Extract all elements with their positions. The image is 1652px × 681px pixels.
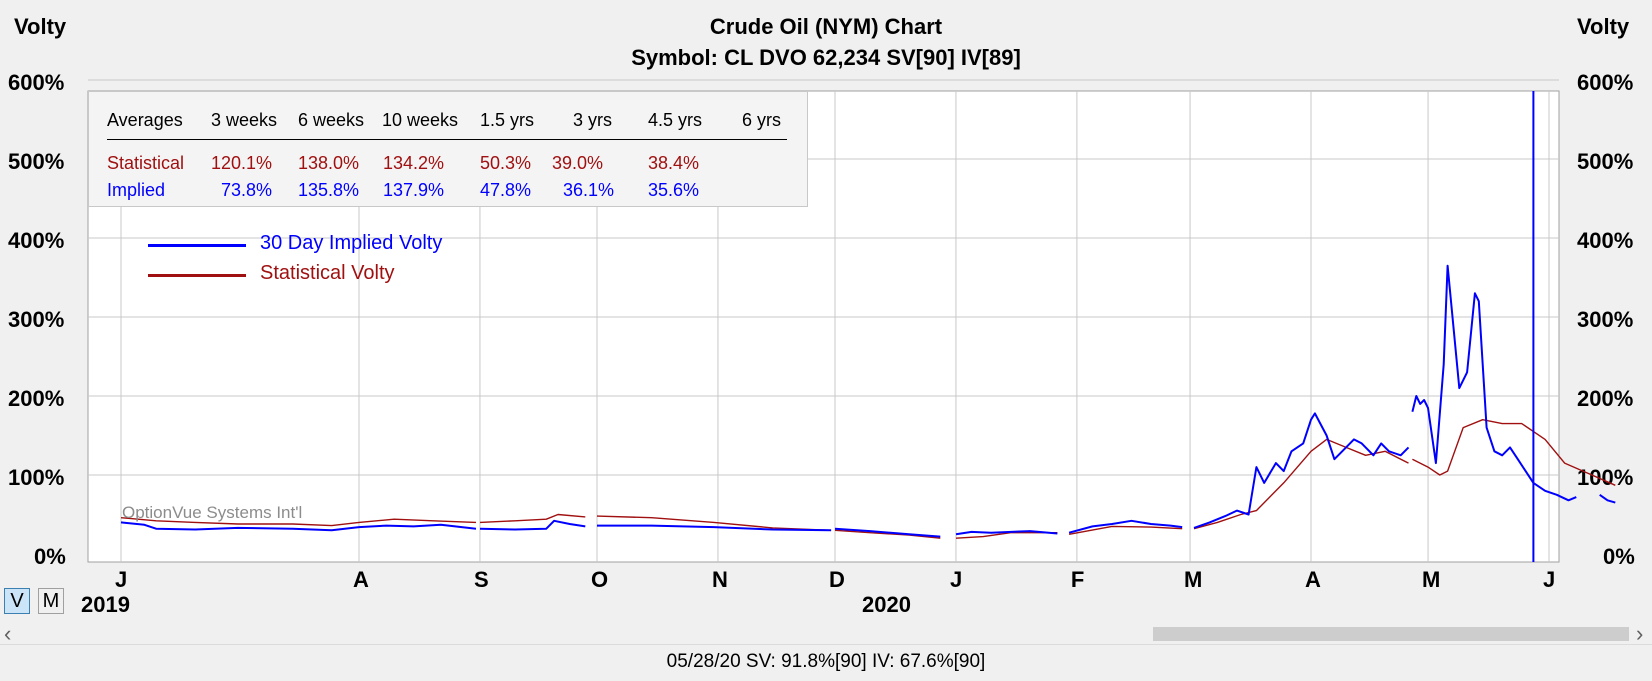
- x-tick-month: M: [1422, 567, 1441, 592]
- averages-header: Averages: [107, 110, 183, 130]
- series-line: [955, 530, 1058, 536]
- averages-header: 4.5 yrs: [648, 110, 703, 130]
- averages-cell: 134.2%: [383, 153, 445, 173]
- averages-cell: 38.4%: [648, 153, 700, 173]
- horizontal-scrollbar[interactable]: ‹ ›: [0, 621, 1652, 646]
- averages-header: 3 weeks: [211, 110, 278, 130]
- legend-swatch-statistical: [148, 274, 246, 277]
- volty-view-button[interactable]: V: [4, 588, 30, 614]
- y-tick-right-500: 500%: [1577, 149, 1634, 174]
- averages-cell: 120.1%: [211, 153, 273, 173]
- series-line: [955, 532, 1058, 539]
- legend-label-implied: 30 Day Implied Volty: [260, 232, 443, 254]
- series-line: [120, 517, 477, 527]
- x-tick-month: F: [1070, 567, 1085, 592]
- x-tick-month: J: [949, 567, 963, 592]
- averages-cell: 35.6%: [648, 180, 700, 200]
- x-tick-month: J: [115, 567, 128, 592]
- y-tick-right-600: 600%: [1577, 70, 1634, 95]
- averages-row-label: Implied: [107, 180, 166, 200]
- y-tick-left-400: 400%: [8, 228, 65, 253]
- averages-cell: 50.3%: [480, 153, 532, 173]
- averages-cell: 73.8%: [221, 180, 273, 200]
- series-line: [1193, 412, 1410, 529]
- series-line: [597, 524, 832, 532]
- x-tick-month: A: [353, 567, 369, 592]
- series-line: [596, 515, 832, 531]
- averages-header: 3 yrs: [573, 110, 613, 130]
- watermark: OptionVue Systems Int'l: [122, 503, 303, 522]
- m-view-button[interactable]: M: [38, 588, 64, 614]
- x-tick-month: S: [473, 567, 489, 592]
- x-tick-month: O: [591, 567, 609, 592]
- averages-header: 6 yrs: [742, 110, 782, 130]
- series-line: [479, 513, 586, 524]
- series-line: [1599, 493, 1616, 504]
- series-line: [1068, 519, 1183, 534]
- x-tick-month: D: [829, 567, 845, 592]
- status-bar: 05/28/20 SV: 91.8%[90] IV: 67.6%[90]: [0, 644, 1652, 681]
- x-tick-month: A: [1305, 567, 1321, 592]
- x-tick-year-2019: 2019: [81, 592, 130, 617]
- x-tick-month: N: [711, 567, 728, 592]
- y-tick-right-100: 100%: [1577, 465, 1634, 490]
- averages-cell: 135.8%: [298, 180, 360, 200]
- y-tick-left-100: 100%: [8, 465, 65, 490]
- y-tick-left-500: 500%: [8, 149, 65, 174]
- legend-label-statistical: Statistical Volty: [260, 262, 395, 284]
- averages-table: Averages 3 weeks 6 weeks 10 weeks 1.5 yr…: [88, 91, 808, 207]
- y-axis-title-right: Volty: [1577, 14, 1630, 39]
- y-tick-right-0: 0%: [1603, 544, 1635, 569]
- scroll-right-icon[interactable]: ›: [1636, 621, 1644, 646]
- series-line: [120, 521, 477, 532]
- y-tick-right-300: 300%: [1577, 307, 1634, 332]
- averages-divider: [107, 139, 787, 140]
- averages-header-row: Averages 3 weeks 6 weeks 10 weeks 1.5 yr…: [89, 110, 807, 134]
- y-tick-left-0: 0%: [34, 544, 66, 569]
- series-line: [479, 519, 586, 531]
- legend-swatch-implied: [148, 244, 246, 247]
- x-tick-month: M: [1184, 567, 1203, 592]
- series-line: [1068, 525, 1183, 535]
- averages-row-statistical: Statistical 120.1% 138.0% 134.2% 50.3% 3…: [89, 153, 807, 177]
- series-line: [1412, 419, 1616, 486]
- averages-row-label: Statistical: [107, 153, 185, 173]
- x-tick-month: J: [1543, 567, 1556, 592]
- series-line: [834, 529, 941, 539]
- averages-cell: 39.0%: [552, 153, 604, 173]
- y-tick-right-400: 400%: [1577, 228, 1634, 253]
- scroll-left-icon[interactable]: ‹: [4, 621, 12, 646]
- y-axis-title-left: Volty: [14, 14, 67, 39]
- series-line: [834, 527, 941, 538]
- averages-cell: 138.0%: [298, 153, 360, 173]
- averages-row-implied: Implied 73.8% 135.8% 137.9% 47.8% 36.1% …: [89, 180, 807, 204]
- averages-cell: 47.8%: [480, 180, 532, 200]
- chart-title: Crude Oil (NYM) Chart: [709, 14, 943, 39]
- series-line: [1411, 264, 1577, 502]
- y-tick-left-600: 600%: [8, 70, 65, 95]
- scroll-thumb[interactable]: [1153, 627, 1629, 641]
- chart-subtitle: Symbol: CL DVO 62,234 SV[90] IV[89]: [631, 45, 1021, 70]
- averages-header: 10 weeks: [382, 110, 459, 130]
- y-tick-left-200: 200%: [8, 386, 65, 411]
- y-tick-right-200: 200%: [1577, 386, 1634, 411]
- averages-header: 6 weeks: [298, 110, 365, 130]
- y-tick-left-300: 300%: [8, 307, 65, 332]
- averages-header: 1.5 yrs: [480, 110, 535, 130]
- averages-cell: 137.9%: [383, 180, 445, 200]
- x-tick-year-2020: 2020: [862, 592, 911, 617]
- averages-cell: 36.1%: [563, 180, 615, 200]
